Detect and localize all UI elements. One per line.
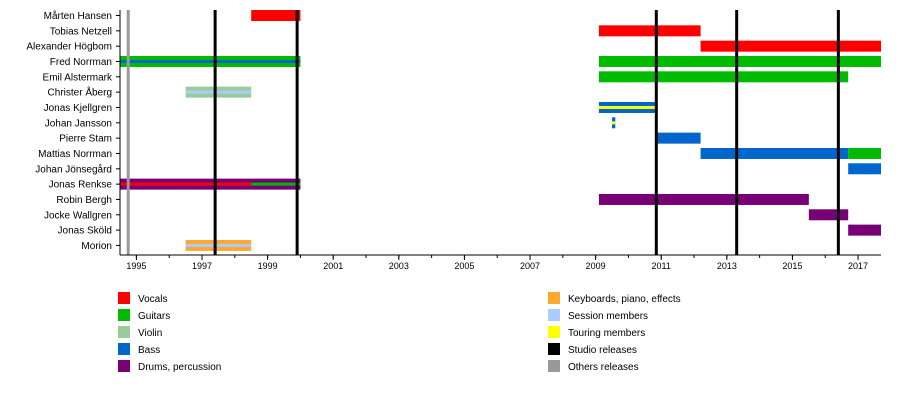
legend-label-touring: Touring members bbox=[568, 328, 645, 339]
bar-emil-alstermark-guitars bbox=[598, 71, 849, 83]
member-label-jocke-wallgren: Jocke Wallgren bbox=[44, 210, 112, 221]
x-tick-label: 1995 bbox=[126, 261, 146, 271]
legend-label-others: Others releases bbox=[568, 362, 639, 373]
member-label-christer-berg: Christer Åberg bbox=[48, 86, 112, 99]
legend-label-studio: Studio releases bbox=[568, 345, 637, 356]
legend-swatch-drums bbox=[118, 360, 130, 372]
legend-swatch-touring bbox=[548, 326, 560, 338]
bar-jonas-sk-ld-drums bbox=[848, 224, 881, 236]
member-label-johan-j-nseg-rd: Johan Jönsegård bbox=[35, 163, 112, 175]
release-lines-layer bbox=[126, 10, 840, 255]
member-label-fred-norrman: Fred Norrman bbox=[50, 57, 112, 68]
legend-label-drums: Drums, percussion bbox=[138, 362, 221, 373]
legend-swatch-bass bbox=[118, 343, 130, 355]
x-tick-label: 1999 bbox=[258, 261, 278, 271]
bars-layer bbox=[120, 10, 881, 251]
x-tick-label: 2003 bbox=[389, 261, 409, 271]
legend-swatch-guitars bbox=[118, 309, 130, 321]
member-label-m-rten-hansen: Mårten Hansen bbox=[44, 10, 112, 22]
bar-m-rten-hansen-vocals bbox=[251, 10, 301, 21]
bar-tobias-netzell-vocals bbox=[598, 25, 701, 37]
axes-layer: 1995 1997 1999 2001 2003 2005 2007 2009 2011 2013… bbox=[119, 10, 881, 271]
legend-swatch-others bbox=[548, 360, 560, 372]
x-tick-label: 2005 bbox=[454, 261, 474, 271]
member-label-morion: Morion bbox=[81, 241, 112, 252]
legend-swatch-studio bbox=[548, 343, 560, 355]
member-label-mattias-norrman: Mattias Norrman bbox=[38, 149, 112, 160]
bar-jonas-renkse-vocals-stripe bbox=[185, 182, 252, 186]
legend-label-guitars: Guitars bbox=[138, 311, 170, 322]
bar-johan-jansson-touring-stripe bbox=[612, 121, 616, 125]
bar-pierre-stam-bass bbox=[656, 132, 701, 144]
bar-robin-bergh-drums bbox=[598, 193, 809, 205]
legend-swatch-vocals bbox=[118, 292, 130, 304]
member-label-jonas-sk-ld: Jonas Sköld bbox=[58, 226, 112, 237]
legend-label-keyboards: Keyboards, piano, effects bbox=[568, 294, 681, 305]
bar-johan-j-nseg-rd-bass bbox=[848, 163, 881, 175]
bar-morion-session-stripe bbox=[185, 243, 252, 247]
member-label-emil-alstermark: Emil Alstermark bbox=[43, 72, 113, 83]
member-labels-layer: Mårten Hansen Tobias Netzell Alexander Hög… bbox=[26, 10, 120, 252]
x-tick-label: 2015 bbox=[782, 261, 802, 271]
legend-label-vocals: Vocals bbox=[138, 294, 167, 305]
x-tick-label: 2011 bbox=[652, 261, 671, 271]
bar-jonas-renkse-guitars-stripe bbox=[251, 182, 301, 186]
legend-swatch-keyboards bbox=[548, 292, 560, 304]
x-tick-label: 1997 bbox=[192, 261, 212, 271]
legend-label-bass: Bass bbox=[138, 345, 160, 356]
bar-jocke-wallgren-drums bbox=[808, 209, 849, 221]
x-tick-label: 2017 bbox=[848, 261, 868, 271]
bar-fred-norrman-guitars bbox=[598, 55, 881, 67]
legend-label-session: Session members bbox=[568, 311, 648, 322]
member-label-johan-jansson: Johan Jansson bbox=[45, 118, 112, 129]
member-label-tobias-netzell: Tobias Netzell bbox=[50, 26, 112, 37]
bar-christer-berg-session-stripe bbox=[185, 90, 252, 94]
bar-mattias-norrman-guitars bbox=[848, 147, 881, 159]
x-tick-label: 2009 bbox=[586, 261, 606, 271]
bar-jonas-kjellgren-touring-stripe bbox=[598, 105, 657, 109]
x-tick-label: 2007 bbox=[520, 261, 540, 271]
member-label-pierre-stam: Pierre Stam bbox=[59, 134, 112, 145]
x-tick-label: 2013 bbox=[717, 261, 737, 271]
bar-jonas-renkse-vocals-stripe bbox=[120, 182, 186, 186]
bar-mattias-norrman-bass bbox=[700, 147, 849, 159]
legend-label-violin: Violin bbox=[138, 328, 162, 339]
member-label-jonas-kjellgren: Jonas Kjellgren bbox=[44, 103, 112, 114]
x-tick-label: 2001 bbox=[323, 261, 343, 271]
member-label-robin-bergh: Robin Bergh bbox=[56, 195, 112, 206]
legend: Vocals Guitars Violin Bass Drums, percussion… bbox=[118, 292, 681, 373]
bar-fred-norrman-bass-stripe bbox=[120, 59, 301, 63]
legend-swatch-violin bbox=[118, 326, 130, 338]
member-label-alexander-h-gbom: Alexander Högbom bbox=[26, 42, 112, 53]
member-label-jonas-renkse: Jonas Renkse bbox=[49, 180, 113, 191]
legend-swatch-session bbox=[548, 309, 560, 321]
bar-alexander-h-gbom-vocals bbox=[700, 40, 881, 52]
